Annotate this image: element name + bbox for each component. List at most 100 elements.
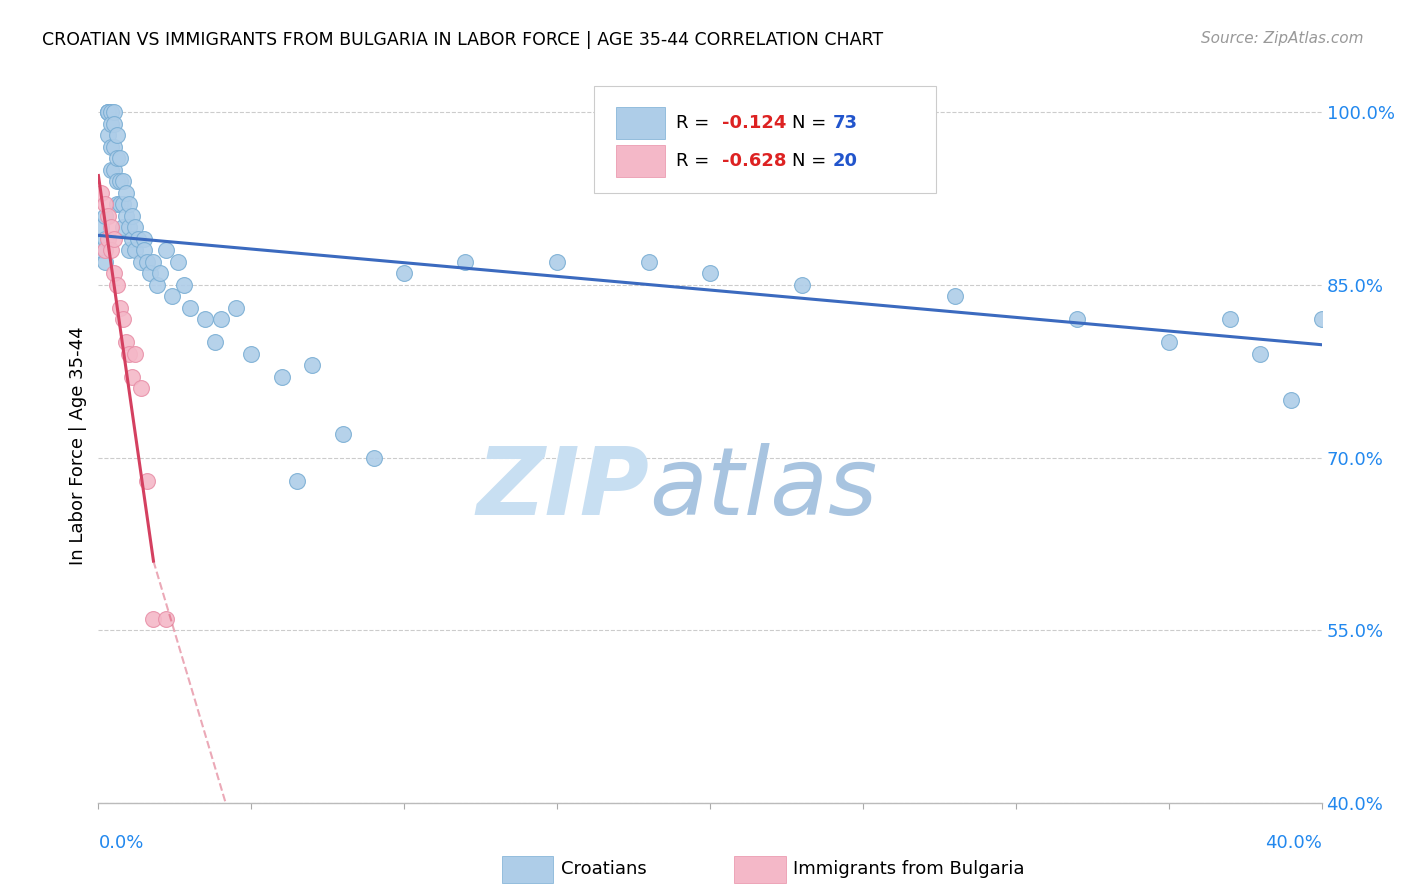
Point	[93, 209, 115, 223]
Point	[1249, 347, 1271, 361]
FancyBboxPatch shape	[502, 855, 554, 883]
Point	[149, 266, 172, 280]
Text: -0.628: -0.628	[723, 153, 787, 170]
Point	[111, 174, 134, 188]
Point	[139, 266, 162, 280]
Point	[111, 312, 134, 326]
Point	[301, 359, 323, 373]
Point	[97, 232, 120, 246]
Point	[97, 105, 120, 120]
FancyBboxPatch shape	[616, 107, 665, 139]
Point	[100, 105, 122, 120]
Point	[90, 186, 112, 200]
Point	[121, 209, 143, 223]
Point	[118, 220, 141, 235]
Point	[699, 266, 721, 280]
Point	[100, 162, 122, 177]
Point	[155, 244, 177, 258]
Text: N =: N =	[792, 153, 832, 170]
Point	[105, 277, 128, 292]
Point	[1066, 312, 1088, 326]
Point	[167, 255, 190, 269]
Point	[204, 335, 226, 350]
Point	[270, 370, 292, 384]
Point	[93, 232, 115, 246]
Text: Immigrants from Bulgaria: Immigrants from Bulgaria	[793, 860, 1025, 878]
Point	[790, 277, 813, 292]
Point	[121, 370, 143, 384]
Point	[285, 474, 308, 488]
Point	[105, 197, 128, 211]
Point	[332, 427, 354, 442]
Text: Croatians: Croatians	[561, 860, 647, 878]
Y-axis label: In Labor Force | Age 35-44: In Labor Force | Age 35-44	[69, 326, 87, 566]
Point	[90, 244, 112, 258]
Point	[160, 289, 183, 303]
Point	[136, 255, 159, 269]
Point	[103, 232, 125, 246]
Point	[134, 232, 156, 246]
Text: 20: 20	[832, 153, 858, 170]
Point	[97, 128, 120, 143]
Point	[108, 174, 131, 188]
Point	[103, 140, 125, 154]
Point	[943, 289, 966, 303]
Text: 40.0%: 40.0%	[1265, 834, 1322, 852]
Text: 0.0%: 0.0%	[98, 834, 143, 852]
Point	[392, 266, 416, 280]
Point	[111, 197, 134, 211]
Point	[105, 151, 128, 165]
Point	[90, 220, 112, 235]
Point	[100, 244, 122, 258]
Point	[103, 266, 125, 280]
Point	[103, 162, 125, 177]
Point	[546, 255, 568, 269]
Point	[108, 301, 131, 315]
Point	[105, 128, 128, 143]
Point	[179, 301, 201, 315]
Point	[121, 232, 143, 246]
Point	[115, 209, 138, 223]
Point	[454, 255, 477, 269]
Point	[134, 244, 156, 258]
Text: ZIP: ZIP	[477, 442, 650, 535]
Point	[115, 186, 138, 200]
Point	[93, 197, 115, 211]
FancyBboxPatch shape	[593, 86, 936, 193]
Point	[1279, 392, 1302, 407]
Point	[225, 301, 247, 315]
Point	[129, 255, 152, 269]
Point	[129, 381, 152, 395]
Point	[124, 220, 146, 235]
Point	[240, 347, 263, 361]
Point	[97, 209, 120, 223]
FancyBboxPatch shape	[616, 145, 665, 177]
Point	[118, 197, 141, 211]
Text: CROATIAN VS IMMIGRANTS FROM BULGARIA IN LABOR FORCE | AGE 35-44 CORRELATION CHAR: CROATIAN VS IMMIGRANTS FROM BULGARIA IN …	[42, 31, 883, 49]
Text: -0.124: -0.124	[723, 114, 786, 132]
Point	[136, 474, 159, 488]
Point	[145, 277, 167, 292]
Point	[1157, 335, 1180, 350]
Point	[93, 244, 115, 258]
Point	[1219, 312, 1241, 326]
Point	[124, 347, 146, 361]
Point	[108, 197, 131, 211]
Point	[93, 255, 115, 269]
Point	[209, 312, 232, 326]
Point	[105, 174, 128, 188]
Text: atlas: atlas	[650, 443, 877, 534]
Point	[173, 277, 195, 292]
Point	[108, 151, 131, 165]
Point	[103, 117, 125, 131]
Point	[100, 220, 122, 235]
Point	[363, 450, 385, 465]
Point	[1310, 312, 1333, 326]
Text: N =: N =	[792, 114, 832, 132]
Point	[97, 105, 120, 120]
Point	[100, 117, 122, 131]
Text: 73: 73	[832, 114, 858, 132]
Text: R =: R =	[676, 114, 714, 132]
Point	[118, 244, 141, 258]
Text: Source: ZipAtlas.com: Source: ZipAtlas.com	[1201, 31, 1364, 46]
